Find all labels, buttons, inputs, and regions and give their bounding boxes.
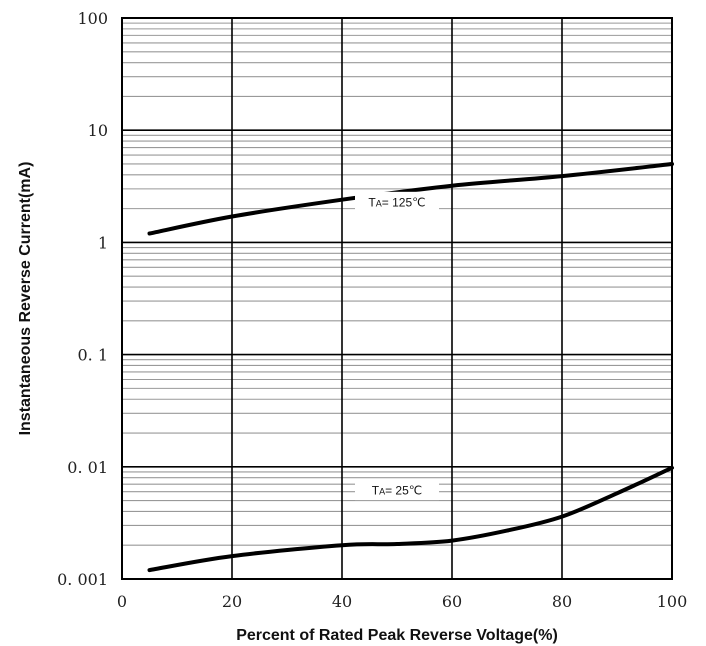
series-label-background <box>355 191 439 212</box>
x-tick-label: 80 <box>552 592 572 611</box>
x-tick-labels: 0 20 40 60 80 100 <box>117 592 687 611</box>
y-tick-label: 0. 1 <box>77 346 108 365</box>
series-label-main: T <box>372 484 380 498</box>
series-group <box>147 162 674 573</box>
series-line-ta-125c <box>147 162 674 236</box>
series-label-subscript: A <box>376 198 382 208</box>
y-tick-label: 0. 01 <box>67 458 108 477</box>
series-label-main: T <box>368 195 376 209</box>
series-label: TA= 125℃ <box>368 195 425 209</box>
series-label-background <box>355 480 439 501</box>
plot-frame <box>121 17 673 580</box>
y-tick-label: 100 <box>77 9 108 28</box>
x-tick-label: 40 <box>332 592 352 611</box>
x-tick-label: 0 <box>117 592 127 611</box>
series-line-ta-25c <box>147 465 674 573</box>
y-tick-label: 1 <box>98 233 108 252</box>
y-tick-label: 0. 001 <box>57 570 108 589</box>
grid-minor <box>122 22 672 546</box>
series-label-subscript: A <box>379 487 385 497</box>
y-tick-labels: 100 10 1 0. 1 0. 01 0. 001 <box>57 9 108 589</box>
series-label: TA= 25℃ <box>372 484 423 498</box>
series-label-rest: = 125℃ <box>382 195 426 209</box>
series-labels: TA= 125℃TA= 25℃ <box>355 191 439 501</box>
x-axis-title: Percent of Rated Peak Reverse Voltage(%) <box>236 627 558 644</box>
y-axis-title: Instantaneous Reverse Current(mA) <box>17 162 34 436</box>
x-tick-label: 20 <box>222 592 242 611</box>
series-label-rest: = 25℃ <box>385 484 422 498</box>
x-tick-label: 60 <box>442 592 462 611</box>
y-tick-label: 10 <box>88 121 108 140</box>
x-tick-label: 100 <box>657 592 688 611</box>
